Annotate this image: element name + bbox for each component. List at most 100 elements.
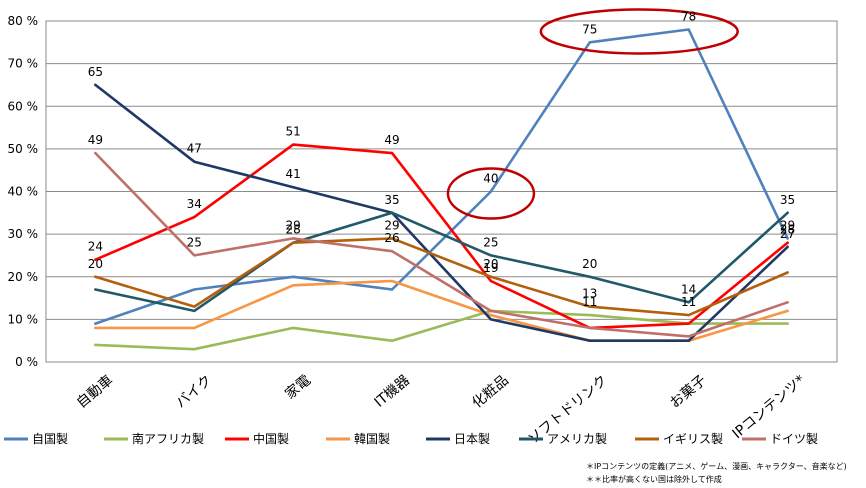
data-point (291, 143, 295, 146)
legend-label: アメリカ製 (547, 432, 607, 446)
data-label: 11 (681, 295, 696, 309)
data-point (786, 211, 789, 215)
data-point (94, 151, 97, 155)
data-point (687, 339, 690, 342)
data-point (390, 211, 394, 215)
data-point (786, 301, 789, 304)
data-point (94, 258, 97, 261)
data-label: 28 (780, 223, 795, 237)
data-point (390, 339, 394, 342)
data-point (687, 301, 690, 304)
legend-label: 中国製 (253, 431, 289, 446)
data-point (786, 241, 789, 244)
x-tick-label: お菓子 (667, 372, 709, 411)
plot-area (45, 20, 838, 363)
data-point (390, 279, 394, 283)
y-tick-label: 50 % (8, 142, 39, 156)
data-label: 24 (88, 240, 103, 254)
y-tick-label: 0 % (15, 355, 38, 369)
legend-label: 自国製 (32, 432, 68, 446)
data-point (291, 275, 295, 278)
data-point (193, 309, 196, 313)
legend: 自国製 南アフリカ製 中国製 韓国製 日本製 アメリカ製 イギリス製 ドイツ製 (4, 431, 818, 446)
data-point (786, 309, 789, 313)
data-label: 41 (286, 167, 301, 181)
legend-label: イギリス製 (663, 432, 723, 446)
data-label: 29 (384, 218, 399, 232)
data-point (291, 241, 295, 244)
highlight-ellipse (539, 8, 739, 55)
data-point (489, 313, 493, 317)
data-point (588, 326, 592, 330)
data-label: 28 (286, 223, 301, 237)
data-point (390, 288, 394, 291)
data-point (489, 254, 493, 257)
x-tick-label: 化粧品 (469, 372, 511, 411)
data-point (193, 288, 196, 291)
data-point (291, 284, 295, 287)
series-line (94, 143, 789, 330)
data-point (489, 279, 493, 283)
x-tick-label: 家電 (282, 372, 314, 403)
data-label: 20 (582, 257, 597, 271)
data-label: 14 (681, 282, 696, 296)
data-label: 65 (88, 65, 103, 79)
data-point (588, 339, 592, 342)
data-point (588, 313, 592, 317)
data-point (687, 28, 690, 31)
series-line (94, 237, 789, 317)
y-tick-label: 10 % (8, 312, 39, 326)
data-point (193, 326, 196, 330)
x-tick-label: 自動車 (73, 372, 116, 412)
footnote-1: ＊IPコンテンツの定義(アニメ、ゲーム、漫画、キャラクター、音楽など) (586, 461, 847, 471)
data-point (786, 245, 789, 249)
data-label: 11 (582, 295, 597, 309)
data-point (193, 254, 196, 257)
y-tick-label: 30 % (8, 227, 39, 241)
data-point (687, 313, 690, 317)
series-line (94, 309, 789, 351)
legend-label: 南アフリカ製 (132, 431, 204, 446)
data-label: 75 (582, 22, 597, 36)
data-point (489, 190, 493, 193)
data-point (94, 326, 97, 330)
data-point (193, 305, 196, 308)
data-label: 13 (582, 287, 597, 301)
data-point (94, 288, 97, 291)
y-tick-label: 20 % (8, 270, 39, 284)
data-point (687, 322, 690, 325)
data-point (489, 309, 493, 313)
data-label: 78 (681, 10, 696, 24)
data-point (94, 275, 97, 278)
data-label: 49 (88, 133, 103, 147)
highlight-ellipse (446, 167, 536, 220)
data-label: 35 (780, 193, 795, 207)
data-label: 40 (483, 172, 498, 186)
data-point (588, 41, 592, 44)
y-axis: 0 % 10 % 20 % 30 % 40 % 50 % 60 % 70 % 80 % (8, 14, 39, 369)
data-point (786, 237, 789, 240)
data-label: 49 (384, 133, 399, 147)
y-tick-label: 60 % (8, 99, 39, 113)
legend-label: ドイツ製 (770, 432, 818, 446)
data-label: 26 (384, 231, 399, 245)
data-point (390, 249, 394, 253)
data-point (193, 160, 196, 163)
data-point (489, 318, 493, 321)
data-point (291, 186, 295, 189)
x-tick-label: IT機器 (371, 372, 412, 410)
data-label: 29 (286, 218, 301, 232)
data-point (193, 348, 196, 351)
data-label: 20 (88, 257, 103, 271)
data-label: 51 (286, 125, 301, 139)
y-tick-label: 70 % (8, 57, 39, 71)
data-label: 29 (780, 218, 795, 232)
data-label: 20 (483, 257, 498, 271)
y-tick-label: 40 % (8, 185, 39, 199)
data-label: 27 (780, 227, 795, 241)
data-point (94, 83, 97, 87)
data-point (786, 322, 789, 325)
data-point (94, 322, 97, 325)
data-point (291, 326, 295, 330)
